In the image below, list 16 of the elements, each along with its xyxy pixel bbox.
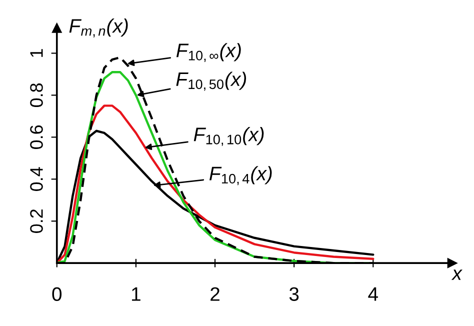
- annotation: F$_{10,10}$(x): [194, 127, 264, 146]
- y-axis-title: F$_{m,n}$(x): [69, 18, 128, 38]
- x-tick-label: 0: [52, 287, 62, 301]
- x-tick-label: 3: [289, 287, 299, 301]
- y-tick-label: 1: [30, 49, 43, 57]
- annotation: F$_{10,4}$(x): [209, 166, 272, 186]
- y-tick-label: 0.2: [30, 209, 43, 233]
- annotation: F$_{10,∞}$(x): [176, 43, 241, 62]
- y-tick-label: 0.8: [30, 83, 43, 108]
- y-tick-label: 0.4: [30, 167, 43, 191]
- y-tick-label: 0.6: [30, 125, 43, 150]
- x-tick-label: 1: [132, 287, 140, 301]
- x-axis-title: x: [451, 270, 462, 280]
- annotation: F$_{10,50}$(x): [176, 72, 246, 91]
- x-tick-label: 2: [210, 287, 220, 301]
- x-tick-label: 4: [368, 287, 378, 301]
